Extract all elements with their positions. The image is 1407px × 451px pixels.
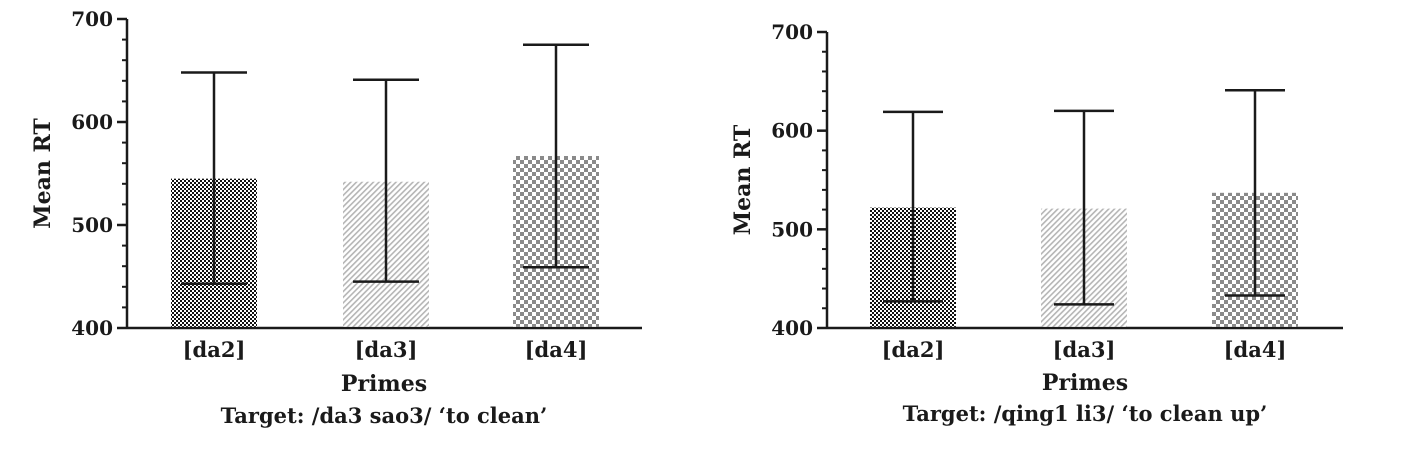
y-axis-label: Mean RT — [730, 124, 756, 235]
chart-title: Target: /qing1 li3/ ‘to clean up’ — [903, 401, 1268, 426]
x-tick-label: [da3] — [1053, 337, 1116, 362]
y-tick-label: 700 — [771, 20, 813, 44]
y-axis-label: Mean RT — [30, 118, 56, 229]
chart-panel-right: 400 500 600 700 Mean RT [da2] [da3] [da4] Primes… — [700, 0, 1407, 447]
y-tick-label: 600 — [71, 110, 113, 134]
y-tick-label: 600 — [771, 119, 813, 143]
x-axis-label: Primes — [341, 371, 427, 397]
x-tick-label: [da2] — [882, 337, 945, 362]
y-tick-label: 500 — [771, 217, 813, 241]
y-tick-label: 500 — [71, 213, 113, 237]
x-axis-label: Primes — [1042, 370, 1128, 396]
bar-chart-left: 400 500 600 700 Mean RT [da2] [da3] [da4] Primes… — [30, 7, 642, 428]
y-tick-label: 400 — [71, 316, 113, 340]
y-tick-label: 400 — [771, 316, 813, 340]
x-tick-label: [da4] — [525, 337, 588, 362]
bar-chart-right: 400 500 600 700 Mean RT [da2] [da3] [da4] Primes… — [730, 20, 1343, 426]
x-tick-label: [da2] — [183, 337, 246, 362]
x-tick-label: [da4] — [1224, 337, 1287, 362]
chart-title: Target: /da3 sao3/ ‘to clean’ — [221, 403, 548, 428]
chart-panel-left: 400 500 600 700 Mean RT [da2] [da3] [da4] Primes… — [0, 0, 700, 447]
x-tick-label: [da3] — [355, 337, 418, 362]
y-tick-label: 700 — [71, 7, 113, 31]
